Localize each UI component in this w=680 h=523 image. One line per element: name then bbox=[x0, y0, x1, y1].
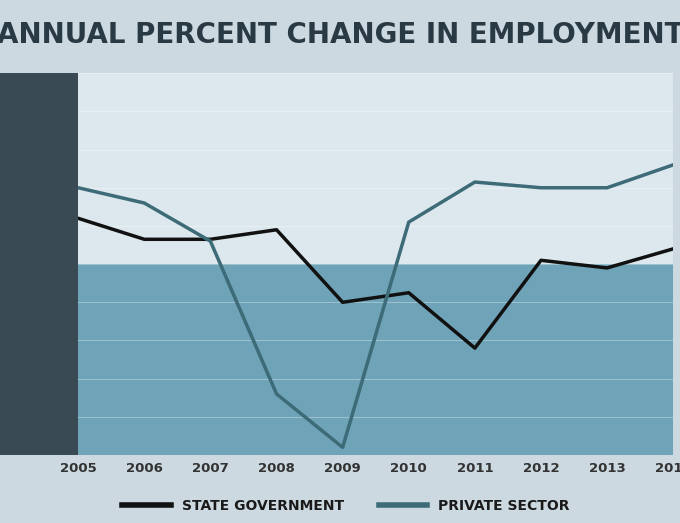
Bar bbox=[78, 73, 673, 264]
Bar bbox=[78, 264, 673, 455]
Legend: STATE GOVERNMENT, PRIVATE SECTOR: STATE GOVERNMENT, PRIVATE SECTOR bbox=[116, 494, 575, 519]
Text: ANNUAL PERCENT CHANGE IN EMPLOYMENT: ANNUAL PERCENT CHANGE IN EMPLOYMENT bbox=[0, 21, 680, 49]
